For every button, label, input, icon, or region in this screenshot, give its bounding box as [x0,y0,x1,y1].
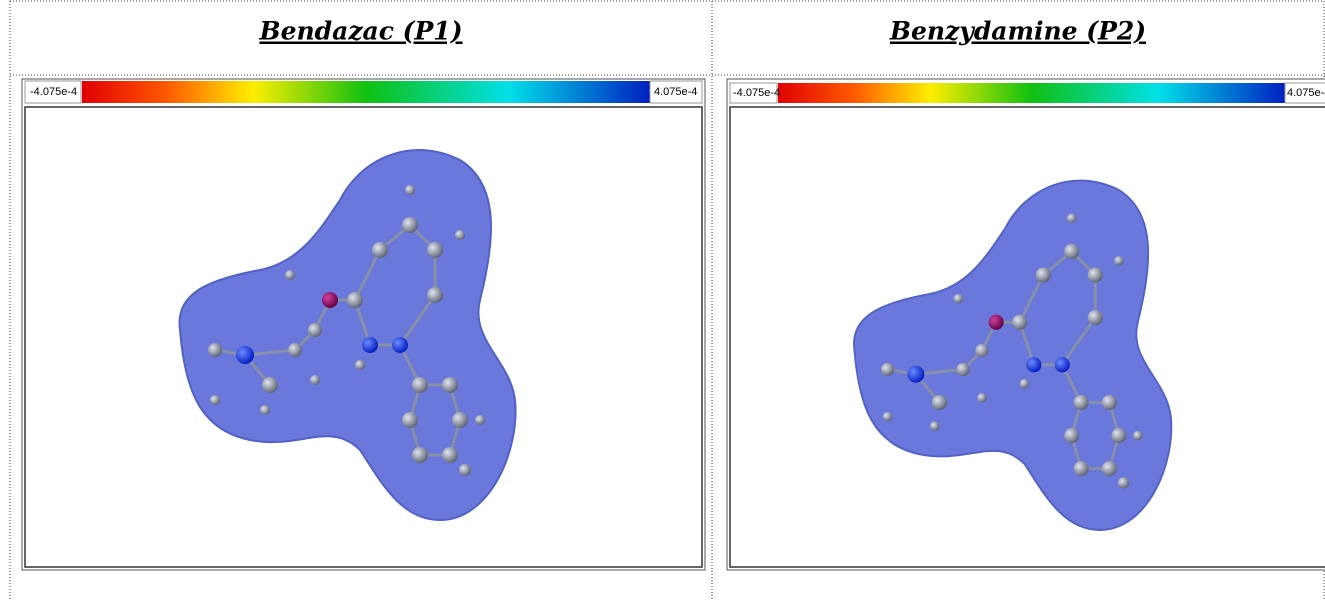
panel-image: -4.075e-4 4.075e-4 [22,79,705,570]
panel-title: Bendazac (P1) [258,17,462,46]
scale-min: -4.075e-4 [733,87,780,99]
panel-title: Benzydamine (P2) [889,17,1146,46]
scale-max: 4.075e-4 [1287,87,1325,99]
scale-max: 4.075e-4 [654,86,697,98]
page: Bendazac (P1) Benzydamine (P2) -4.075e-4… [0,0,1325,599]
scale-min: -4.075e-4 [30,86,77,98]
panel-image: -4.075e-4 4.075e-4 [727,79,1325,570]
figure: Bendazac (P1) Benzydamine (P2) -4.075e-4… [0,0,1325,599]
